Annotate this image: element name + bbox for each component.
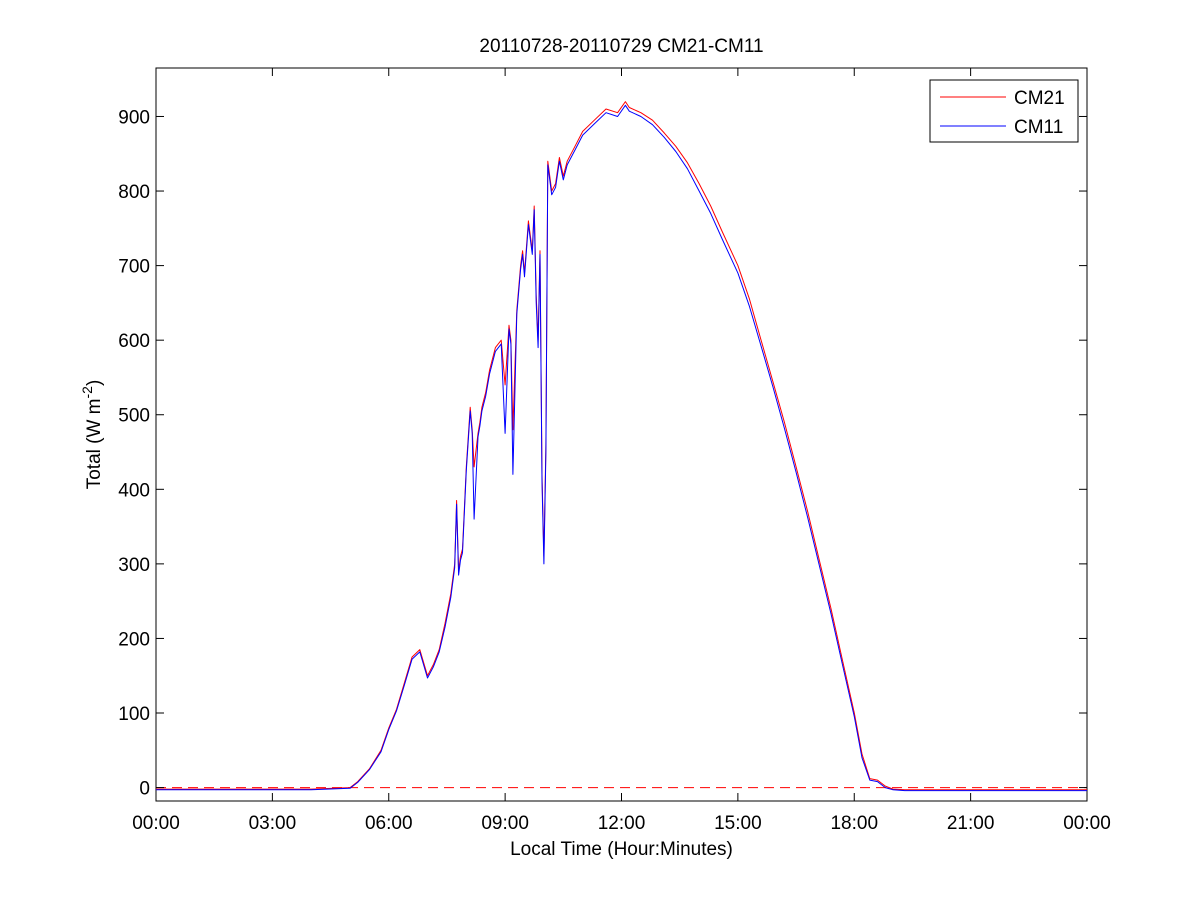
x-axis: 00:00 03:00 06:00 09:00 12:00 15:00 18:00 21:00… xyxy=(132,68,1111,834)
y-axis-title-close: ) xyxy=(84,380,105,386)
x-tick-label: 06:00 xyxy=(365,813,413,834)
y-tick-label: 0 xyxy=(139,779,150,800)
x-tick-label: 00:00 xyxy=(1063,813,1111,834)
y-axis-title-main: Total (W m xyxy=(84,399,105,490)
legend-label-cm21: CM21 xyxy=(1014,88,1065,109)
legend-label-cm11: CM11 xyxy=(1014,117,1063,138)
y-axis-title: Total (W m-2) xyxy=(79,380,105,490)
x-tick-label: 21:00 xyxy=(947,813,995,834)
y-tick-label: 800 xyxy=(118,182,150,203)
series-layer xyxy=(156,101,1087,792)
x-tick-label: 03:00 xyxy=(249,813,297,834)
y-axis: 0 100 200 300 400 500 600 700 800 900 xyxy=(118,107,1087,800)
x-tick-label: 15:00 xyxy=(714,813,762,834)
y-tick-label: 100 xyxy=(118,704,150,725)
y-tick-label: 900 xyxy=(118,107,150,128)
y-tick-label: 500 xyxy=(118,406,150,427)
y-axis-title-superscript: -2 xyxy=(79,386,95,399)
series-line-cm11 xyxy=(156,104,1087,792)
y-tick-label: 600 xyxy=(118,331,150,352)
y-tick-label: 400 xyxy=(118,480,150,501)
y-tick-label: 300 xyxy=(118,555,150,576)
legend: CM21 CM11 xyxy=(929,79,1079,143)
plot-area xyxy=(155,67,1088,802)
x-axis-title: Local Time (Hour:Minutes) xyxy=(510,839,733,860)
x-tick-label: 12:00 xyxy=(598,813,646,834)
x-tick-label: 18:00 xyxy=(830,813,878,834)
legend-box xyxy=(929,79,1079,143)
chart-title: 20110728-20110729 CM21-CM11 xyxy=(479,36,763,57)
y-tick-label: 200 xyxy=(118,629,150,650)
y-tick-label: 700 xyxy=(118,257,150,278)
x-tick-label: 00:00 xyxy=(132,813,180,834)
x-tick-label: 09:00 xyxy=(481,813,529,834)
